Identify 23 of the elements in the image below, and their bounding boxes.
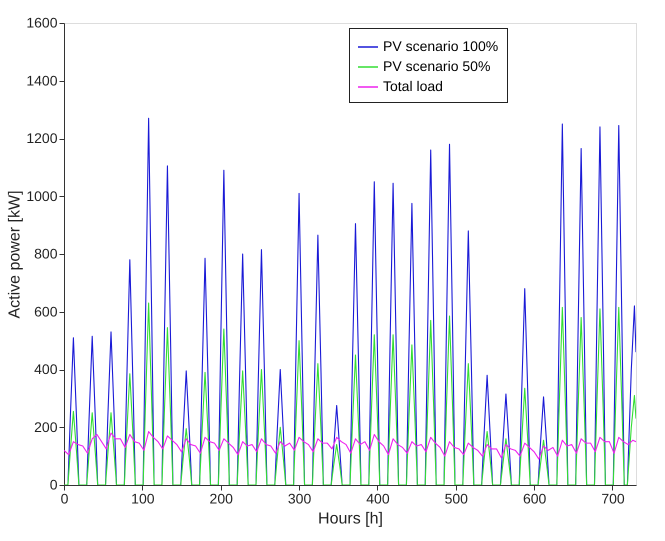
y-axis-title: Active power [kW] — [6, 190, 24, 319]
y-tick-label: 200 — [34, 418, 58, 435]
y-tick-label: 1000 — [26, 188, 58, 204]
x-tick-label: 600 — [522, 490, 547, 506]
y-tick-label: 400 — [34, 361, 58, 377]
x-tick-label: 300 — [288, 490, 312, 506]
x-tick-label: 0 — [60, 490, 69, 506]
line-series — [64, 431, 636, 460]
x-tick-label: 500 — [444, 490, 468, 506]
legend-label: Total load — [383, 78, 443, 94]
legend-label: PV scenario 50% — [383, 58, 490, 74]
legend-label: PV scenario 100% — [383, 38, 498, 54]
y-tick-label: 0 — [50, 476, 58, 492]
x-tick-label: 200 — [210, 490, 234, 506]
x-tick-label: 700 — [601, 490, 625, 506]
x-tick-label: 100 — [131, 490, 155, 506]
x-tick-label: 400 — [366, 490, 390, 506]
y-tick-label: 600 — [34, 303, 58, 320]
y-tick-label: 1400 — [26, 72, 58, 88]
y-tick-label: 1200 — [26, 130, 58, 146]
x-axis-title: Hours [h] — [318, 510, 383, 528]
y-tick-label: 1600 — [26, 14, 58, 30]
y-tick-label: 800 — [34, 246, 58, 262]
